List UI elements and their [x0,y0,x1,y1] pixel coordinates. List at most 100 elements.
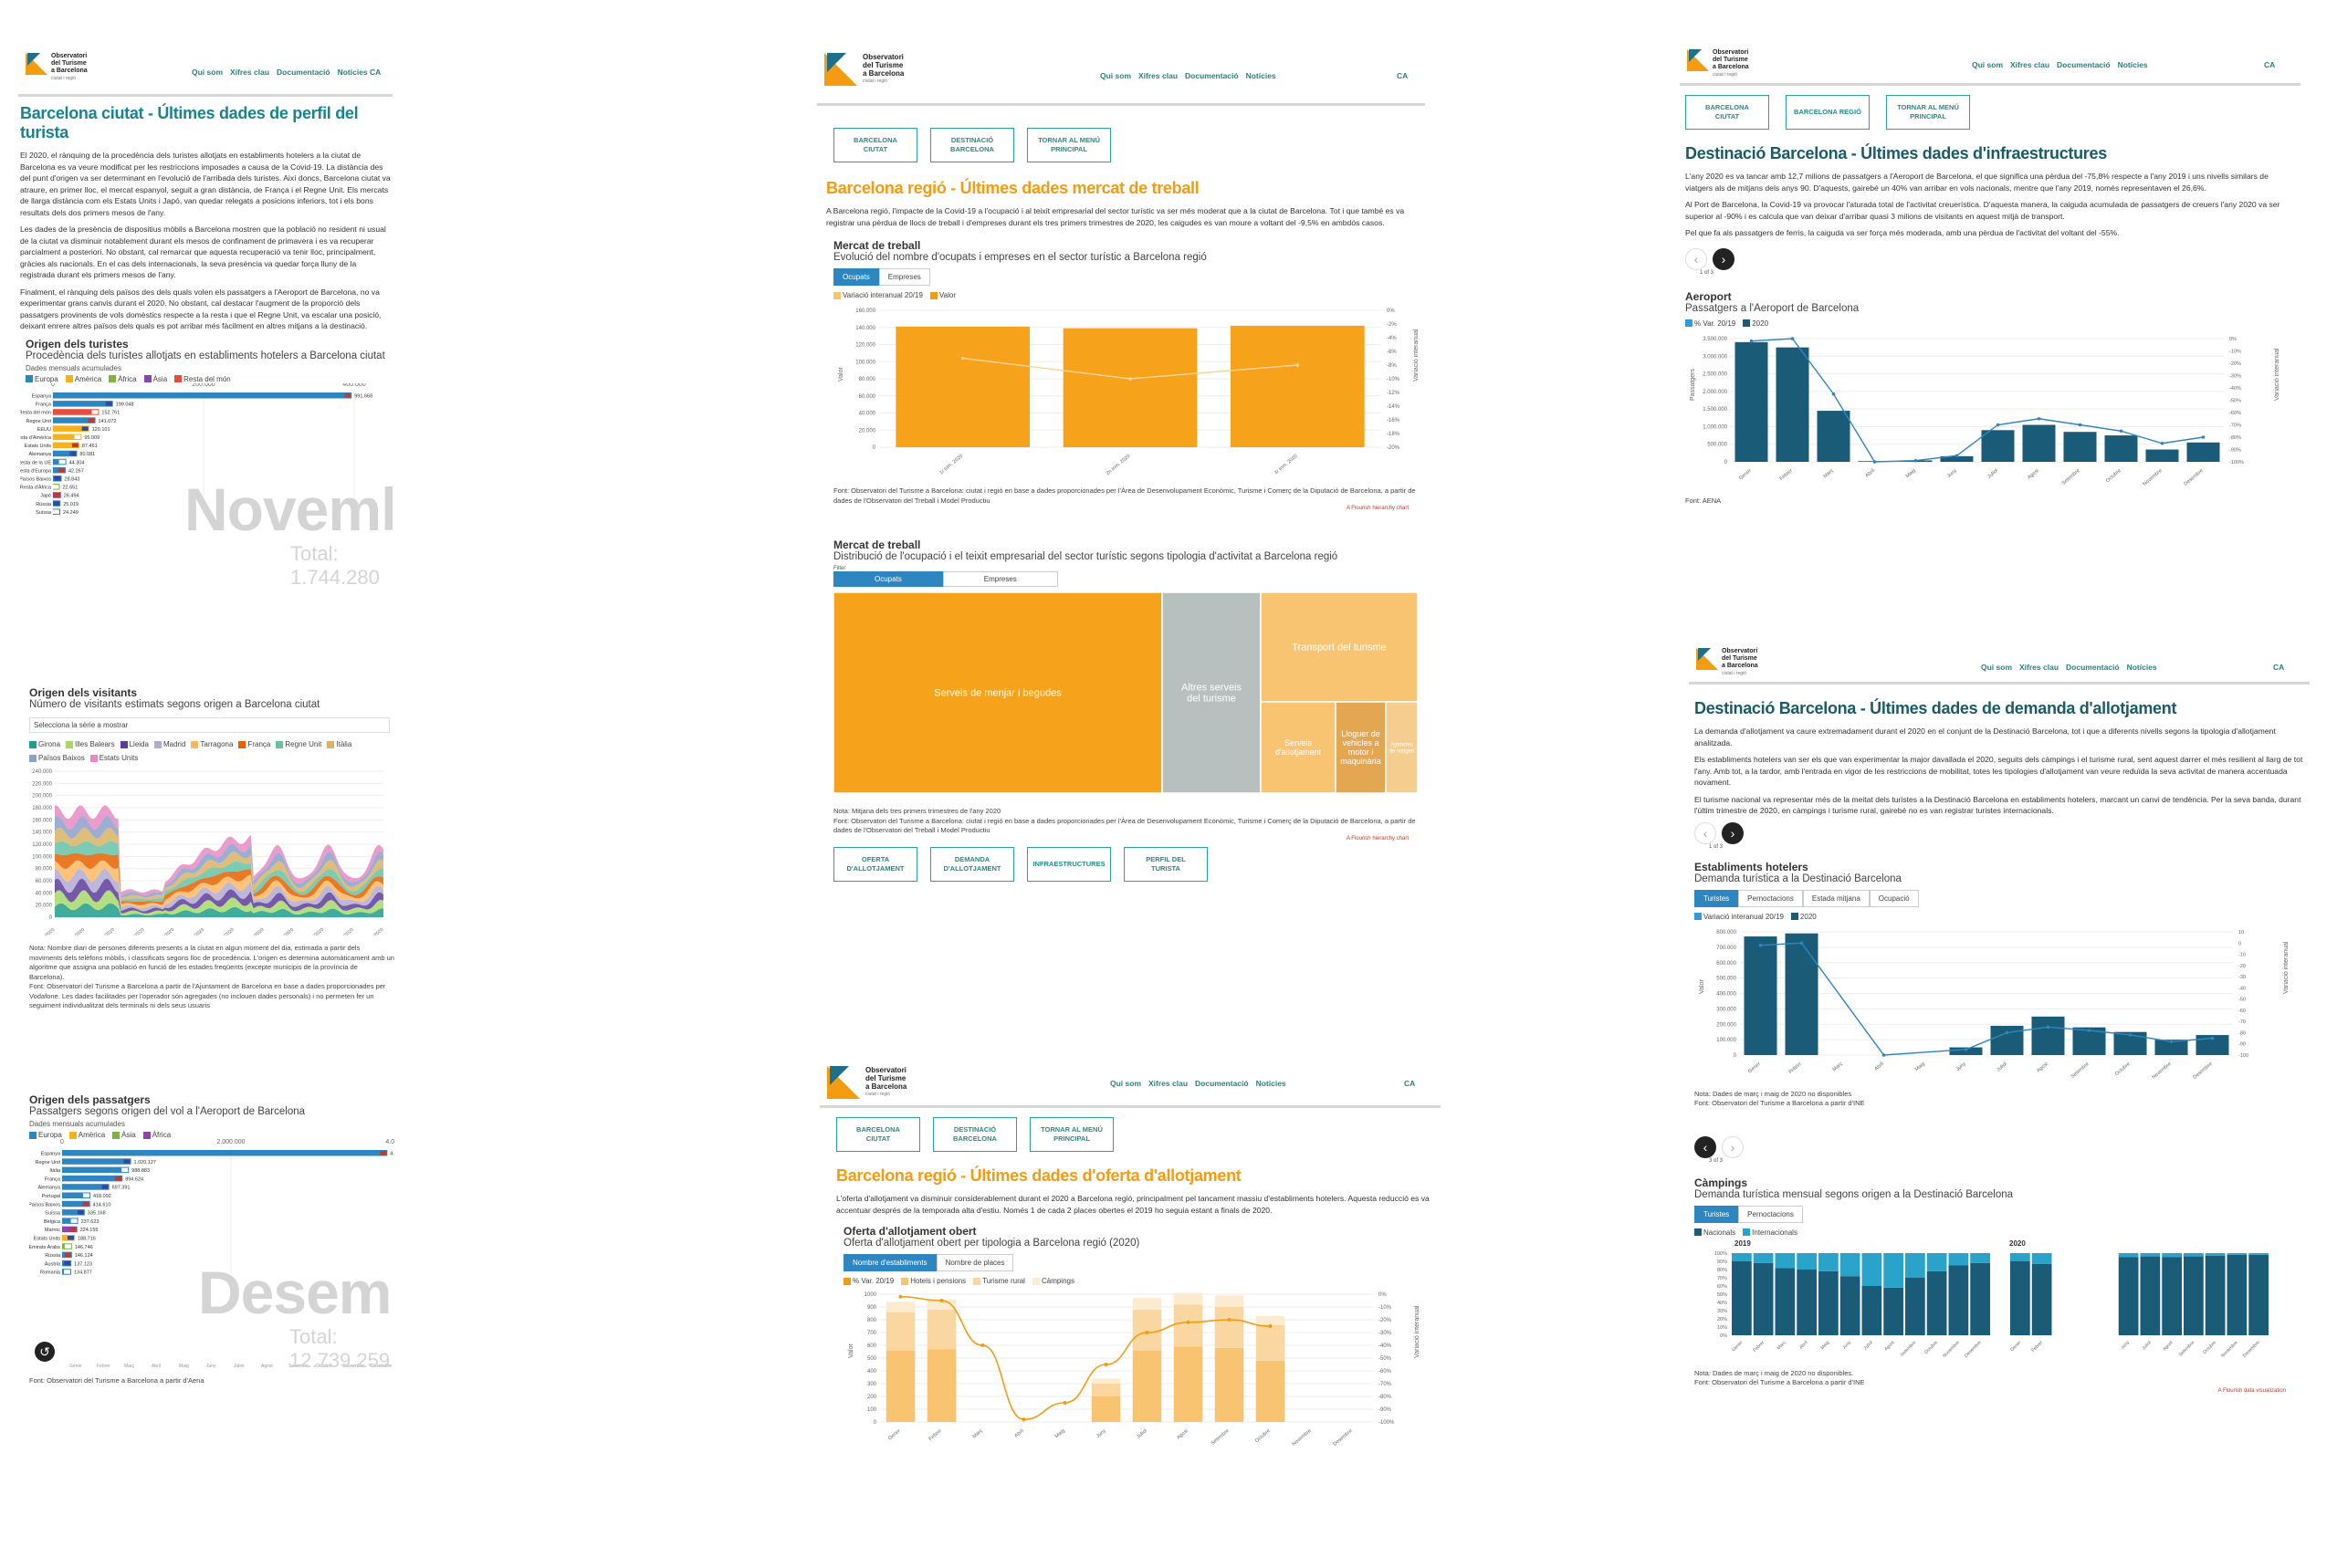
btn-destinacio[interactable]: Destinació Barcelona [933,1117,1017,1152]
tab-empreses[interactable]: Empreses [878,268,930,286]
nav-noticies[interactable]: Notícies [2117,60,2148,69]
legend-valor[interactable]: Valor [929,291,956,299]
legend-madrid[interactable]: Madrid [153,740,185,748]
lang-selector[interactable]: CA [2273,663,2285,672]
lang-selector[interactable]: CA [1397,71,1409,80]
nav-xifres[interactable]: Xifres clau [1138,71,1179,80]
nav-xifres[interactable]: Xifres clau [2019,663,2059,672]
nav-noticies[interactable]: Notícies [1255,1079,1286,1088]
bar-internacionals [2248,1252,2269,1255]
variation-point [939,1299,944,1302]
nav-qui-som[interactable]: Qui som [1100,71,1132,80]
prev-icon[interactable]: ‹ [1694,1135,1716,1158]
nav-qui-som[interactable]: Qui som [1972,60,2004,69]
tab-places[interactable]: Nombre de places [936,1254,1014,1271]
legend-2020[interactable]: 2020 [1743,319,1768,328]
nav-xifres[interactable]: Xifres clau [2010,60,2050,69]
legend-2020[interactable]: 2020 [1790,913,1817,921]
nav-xifres[interactable]: Xifres clau [1148,1079,1189,1088]
legend-africa[interactable]: Àfrica [142,1131,171,1139]
legend-frança[interactable]: França [238,740,270,748]
tab-turistes[interactable]: Turistes [1694,889,1739,907]
btn-infraestructures[interactable]: Infraestructures [1027,846,1111,882]
legend-resta[interactable]: Resta del món [174,375,231,383]
tab-empreses[interactable]: Empreses [942,571,1058,587]
legend-països-baixos[interactable]: Països Baixos [29,754,85,762]
legend-itàlia[interactable]: Itàlia [327,740,351,748]
btn-barcelona-regio[interactable]: Barcelona regió [1786,95,1870,130]
btn-oferta[interactable]: Oferta d'allotjament [833,846,917,882]
btn-tornar[interactable]: Tornar al menú principal [1886,95,1970,130]
tab-turistes[interactable]: Turistes [1694,1205,1739,1223]
nav-noticies[interactable]: Notícies [337,68,368,77]
next-icon[interactable]: › [1713,247,1734,270]
site-logo[interactable]: Observatori del Turisme a Barcelona ciutat … [827,1066,913,1099]
flourish-credit[interactable]: A Flourish hierarchy chart [1346,835,1409,841]
lang-selector[interactable]: CA [370,68,382,77]
tab-ocupacio[interactable]: Ocupació [1869,889,1919,907]
prev-icon[interactable]: ‹ [1685,247,1707,270]
legend-var[interactable]: % Var. 20/19 [1685,319,1735,328]
btn-destinacio[interactable]: Destinació Barcelona [930,128,1014,162]
series-select[interactable]: Selecciona la sèrie a mostrar [29,717,390,733]
tab-estada[interactable]: Estada mitjana [1802,889,1870,907]
nav-noticies[interactable]: Notícies [2126,663,2157,672]
btn-demanda[interactable]: Demanda d'allotjament [930,846,1014,882]
legend-europa[interactable]: Europa [26,375,58,383]
btn-barcelona-ciutat[interactable]: Barcelona ciutat [1685,95,1769,130]
site-logo[interactable]: Observatori del Turisme a Barcelona ciutat … [824,53,910,86]
nav-documentacio[interactable]: Documentació [277,68,330,77]
replay-icon[interactable]: ↺ [35,1342,55,1362]
btn-tornar[interactable]: Tornar al menú principal [1030,1117,1114,1152]
nav-qui-som[interactable]: Qui som [1981,663,2013,672]
legend-tarragona[interactable]: Tarragona [191,740,233,748]
prev-icon[interactable]: ‹ [1694,821,1716,844]
flourish-credit[interactable]: A Flourish data visualization [2217,1387,2286,1394]
legend-var[interactable]: Variació interanual 20/19 [833,291,923,299]
lang-selector[interactable]: CA [2264,60,2276,69]
tab-ocupats[interactable]: Ocupats [833,268,879,286]
legend-asia[interactable]: Àsia [143,375,167,383]
legend-internacionals[interactable]: Internacionals [1743,1228,1797,1237]
nav-documentacio[interactable]: Documentació [1195,1079,1249,1088]
legend-regne-unit[interactable]: Regne Unit [276,740,321,748]
btn-barcelona-ciutat[interactable]: Barcelona ciutat [833,128,917,162]
bar-category-label: Suïssa [36,509,52,515]
legend-lleida[interactable]: Lleida [120,740,149,748]
nav-xifres[interactable]: Xifres clau [230,68,270,77]
tab-pernoctacions[interactable]: Pernoctacions [1738,1205,1803,1223]
flourish-credit[interactable]: A Flourish hierarchy chart [1346,506,1409,511]
legend-america[interactable]: Amèrica [65,375,101,383]
legend-illes-balears[interactable]: Illes Balears [66,740,115,748]
site-logo[interactable]: Observatori del Turisme a Barcelona ciutat … [1687,49,1760,78]
legend-america[interactable]: Amèrica [68,1131,105,1139]
legend-campings[interactable]: Càmpings [1032,1277,1074,1285]
lang-selector[interactable]: CA [1404,1079,1416,1088]
site-logo[interactable]: Observatori del Turisme a Barcelona ciutat … [26,53,99,82]
legend-rural[interactable]: Turisme rural [973,1277,1025,1285]
btn-barcelona-ciutat[interactable]: Barcelona ciutat [836,1117,920,1152]
next-icon[interactable]: › [1722,1135,1744,1158]
btn-tornar[interactable]: Tornar al menú principal [1027,128,1111,162]
btn-perfil[interactable]: Perfil del turista [1124,846,1208,882]
legend-var[interactable]: Variació interanual 20/19 [1694,913,1784,921]
tab-establiments[interactable]: Nombre d'establiments [844,1254,937,1271]
nav-qui-som[interactable]: Qui som [192,68,224,77]
tab-ocupats[interactable]: Ocupats [833,571,943,587]
legend-africa[interactable]: Àfrica [109,375,137,383]
nav-documentacio[interactable]: Documentació [1185,71,1239,80]
nav-documentacio[interactable]: Documentació [2066,663,2120,672]
legend-var[interactable]: % Var. 20/19 [844,1277,894,1285]
legend-estats-units[interactable]: Estats Units [89,754,138,762]
nav-documentacio[interactable]: Documentació [2057,60,2111,69]
next-icon[interactable]: › [1722,821,1744,844]
nav-noticies[interactable]: Notícies [1245,71,1276,80]
legend-girona[interactable]: Girona [29,740,60,748]
legend-nacionals[interactable]: Nacionals [1694,1228,1735,1237]
nav-qui-som[interactable]: Qui som [1110,1079,1142,1088]
legend-hotels[interactable]: Hotels i pensions [901,1277,966,1285]
site-logo[interactable]: Observatori del Turisme a Barcelona ciutat … [1696,648,1769,677]
legend-europa[interactable]: Europa [29,1131,62,1139]
legend-asia[interactable]: Àsia [112,1131,136,1139]
tab-pernoctacions[interactable]: Pernoctacions [1738,889,1803,907]
